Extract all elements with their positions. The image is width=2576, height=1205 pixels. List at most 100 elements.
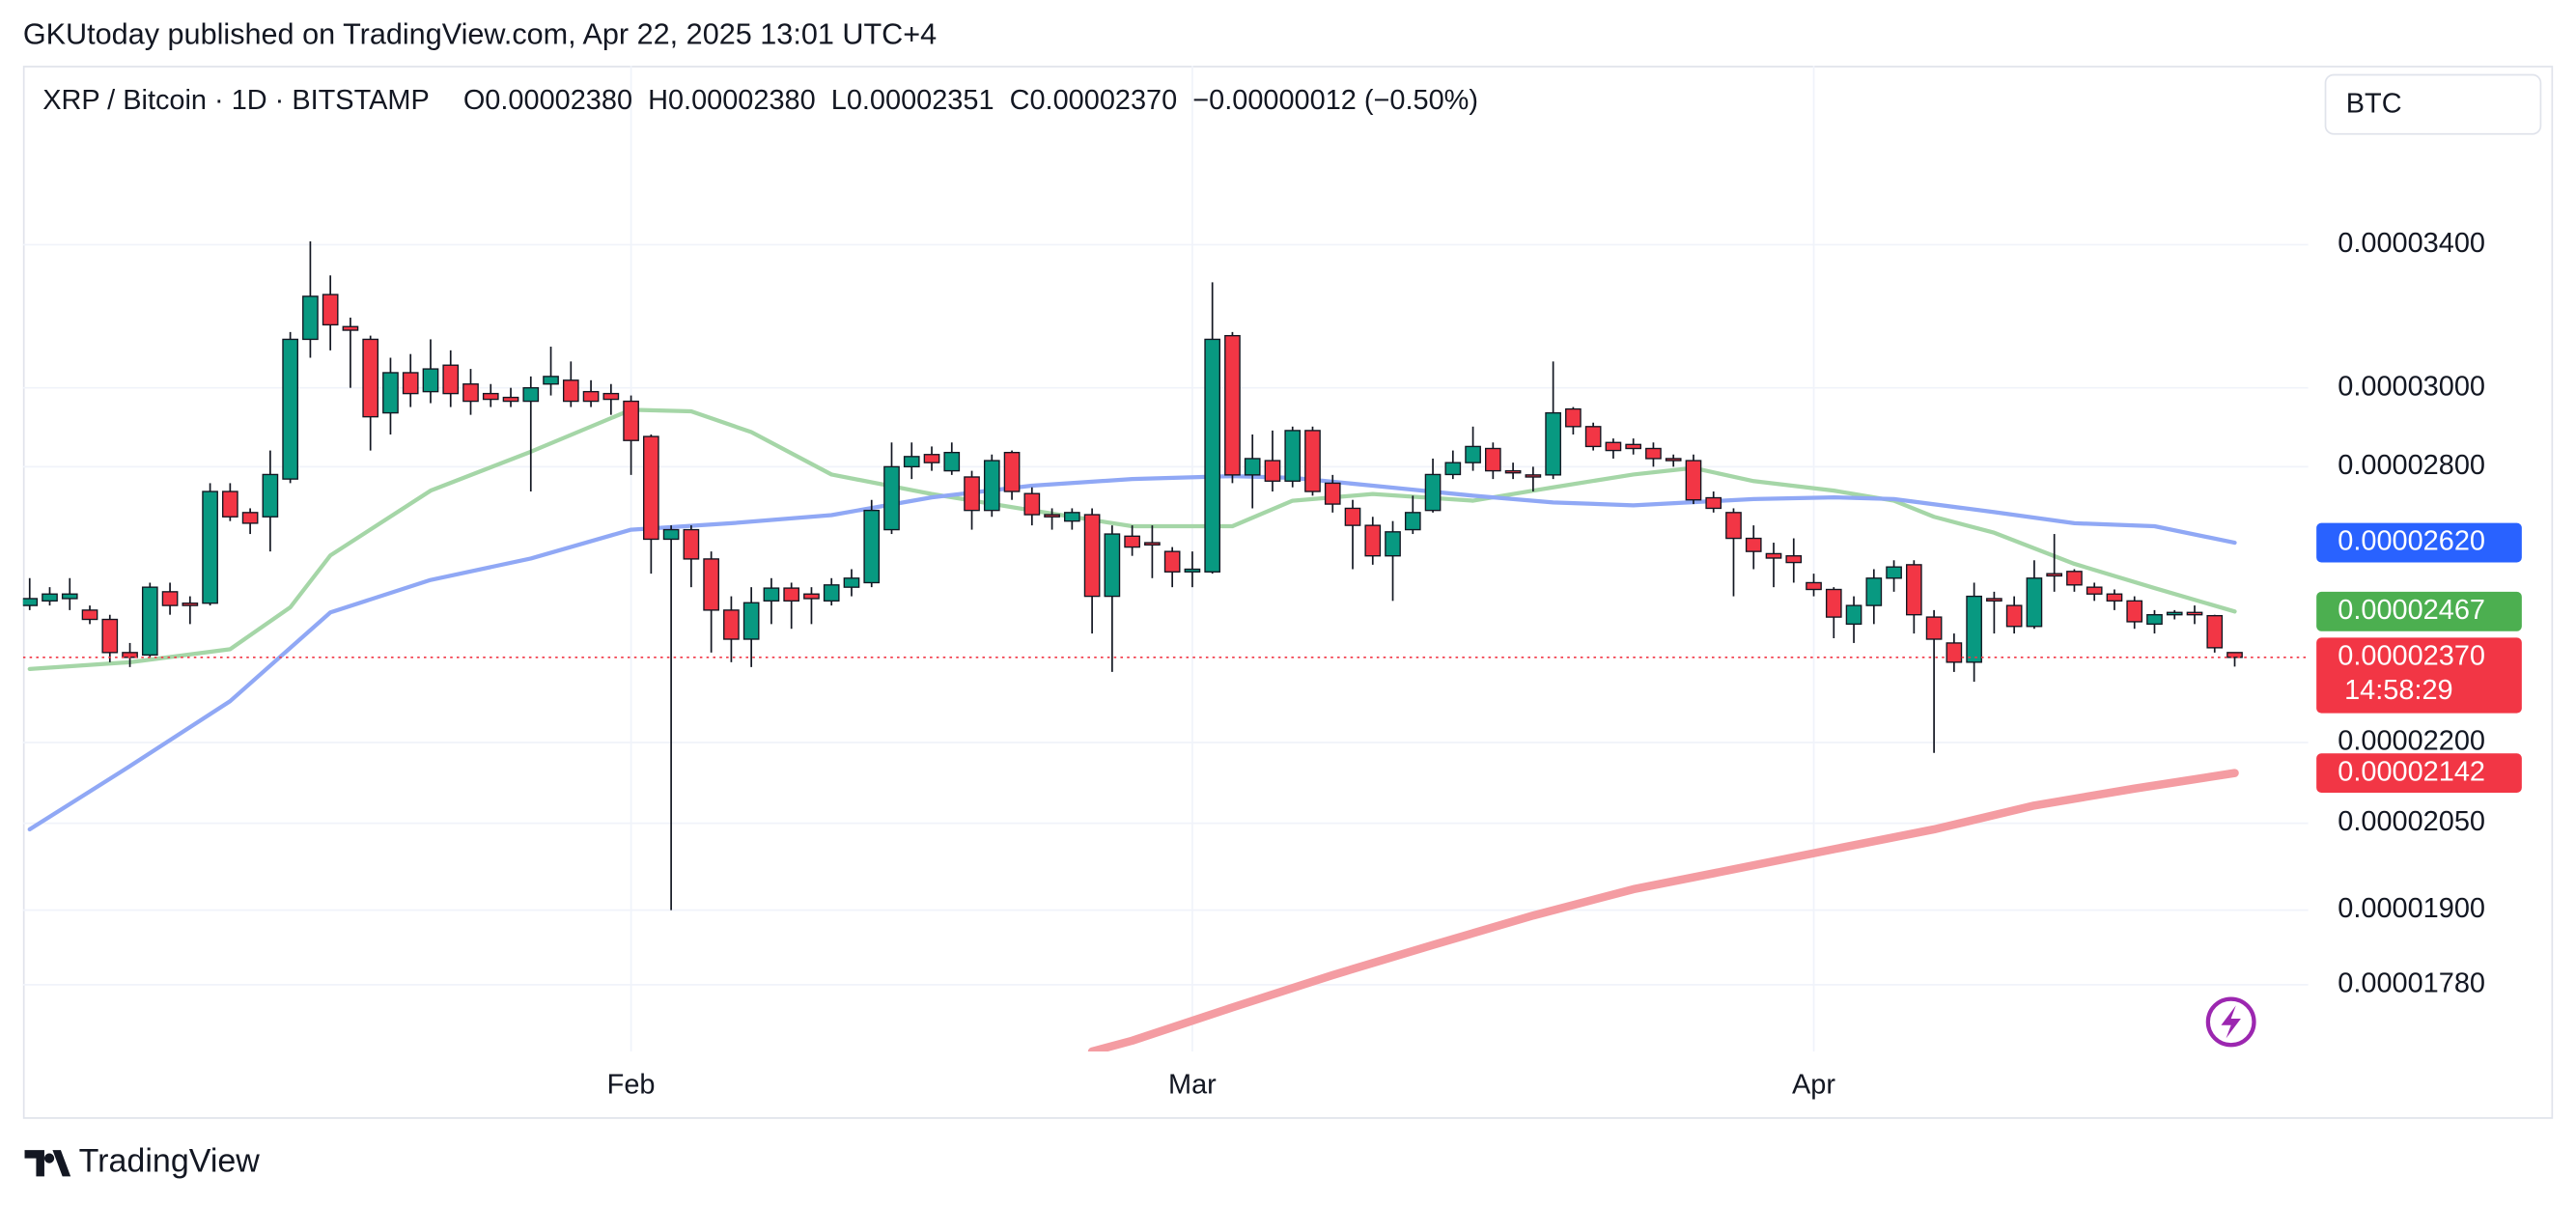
candle-body — [903, 456, 920, 468]
candle-body — [422, 368, 439, 393]
price-label: 0.00002142 — [2338, 756, 2485, 787]
candle-body — [1364, 524, 1382, 557]
price-label: 0.00002467 — [2338, 595, 2485, 626]
candle-body — [582, 390, 600, 403]
candle-body — [1525, 474, 1542, 478]
price-countdown: 14:58:29 — [2344, 675, 2453, 706]
candle-body — [683, 528, 700, 560]
candle-body — [141, 586, 158, 657]
candle-body — [182, 602, 199, 606]
candle-body — [1163, 550, 1181, 573]
candle-body — [2066, 571, 2083, 586]
candle-body — [2146, 614, 2163, 626]
logo-mark — [24, 1150, 71, 1177]
symbol-title: XRP / Bitcoin · 1D · BITSTAMP — [42, 85, 430, 116]
y-tick-label: 0.00002050 — [2338, 806, 2485, 837]
candle-body — [1946, 642, 1963, 663]
candle-body — [1966, 595, 1982, 663]
candle-body — [1925, 616, 1943, 640]
candle-body — [2026, 577, 2043, 628]
candle-body — [1504, 469, 1522, 474]
brand-logo — [24, 1150, 71, 1177]
candle-body — [763, 587, 780, 602]
y-tick-label: 0.00001900 — [2338, 893, 2485, 924]
candle-body — [1865, 577, 1883, 606]
candle-body — [2206, 614, 2224, 649]
candle-body — [1204, 338, 1221, 573]
grid — [22, 66, 2309, 1052]
candle-body — [1284, 430, 1302, 482]
candle-body — [1765, 552, 1782, 559]
candle-body — [1625, 443, 1642, 450]
candle-body — [803, 593, 820, 600]
candle-body — [42, 593, 58, 602]
candle-body — [1264, 460, 1281, 482]
candle-body — [1224, 334, 1241, 476]
candle-body — [1003, 451, 1021, 492]
candle-body — [482, 392, 499, 401]
candle-body — [1244, 458, 1261, 476]
candle-body — [22, 598, 39, 606]
candle-body — [543, 376, 559, 385]
candle-body — [823, 584, 840, 602]
candle-body — [2186, 611, 2203, 616]
candle-body — [1565, 407, 1582, 428]
candle-body — [1064, 512, 1080, 522]
lightning-icon[interactable] — [2205, 996, 2256, 1048]
price-label: 0.00002370 — [2338, 640, 2485, 671]
x-tick-label: Feb — [607, 1069, 656, 1100]
chart-frame — [22, 66, 2554, 1119]
candle-body — [662, 528, 680, 541]
price-label-box — [2316, 522, 2522, 563]
candle-body — [61, 593, 78, 600]
candle-body — [462, 383, 479, 403]
candle-body — [1725, 512, 1742, 540]
candle-body — [1083, 514, 1101, 598]
candle-body — [1886, 566, 1902, 579]
candle-body — [703, 558, 719, 611]
currency-button[interactable] — [2324, 73, 2542, 135]
price-label-box — [2316, 637, 2522, 714]
candle-body — [1144, 542, 1161, 546]
candle-body — [1184, 568, 1201, 573]
candle-body — [1986, 598, 2002, 602]
candle-body — [943, 451, 961, 472]
candle-body — [502, 396, 519, 403]
candle-body — [1385, 531, 1401, 557]
candle-body — [342, 325, 359, 331]
candle-body — [1324, 482, 1341, 505]
candle-body — [222, 490, 238, 518]
candle-body — [2166, 611, 2183, 616]
candle-body — [1705, 496, 1722, 510]
candle-body — [442, 364, 460, 395]
candle-body — [1665, 458, 1682, 462]
candle-body — [1124, 535, 1140, 548]
candle-body — [1304, 430, 1321, 492]
candle-body — [643, 435, 659, 541]
x-tick-label: Mar — [1168, 1069, 1217, 1100]
price-label-box — [2316, 753, 2522, 794]
x-tick-label: Apr — [1792, 1069, 1835, 1100]
candle-body — [2005, 604, 2023, 628]
candle-body — [742, 602, 760, 640]
candle-body — [1806, 581, 1822, 591]
candle-body — [1424, 473, 1442, 512]
candle-body — [1845, 604, 1862, 626]
price-axis: 0.00003400 0.00003000 0.00002800 0.00002200… — [607, 228, 2522, 1100]
candle-body — [964, 476, 980, 512]
candle-body — [202, 490, 218, 604]
candle-body — [262, 473, 279, 518]
candle-body — [923, 454, 940, 463]
candle-body — [282, 338, 298, 480]
candle-body — [783, 587, 800, 602]
plot-area — [22, 240, 2309, 1052]
candle-body — [1906, 564, 1922, 616]
candle-body — [2126, 600, 2143, 623]
brand-name: TradingView — [79, 1143, 261, 1180]
y-tick-label: 0.00002800 — [2338, 450, 2485, 481]
price-label-box — [2316, 591, 2522, 631]
y-tick-label: 0.00003400 — [2338, 228, 2485, 259]
candle-body — [1645, 447, 1662, 460]
candle-body — [1685, 460, 1702, 501]
